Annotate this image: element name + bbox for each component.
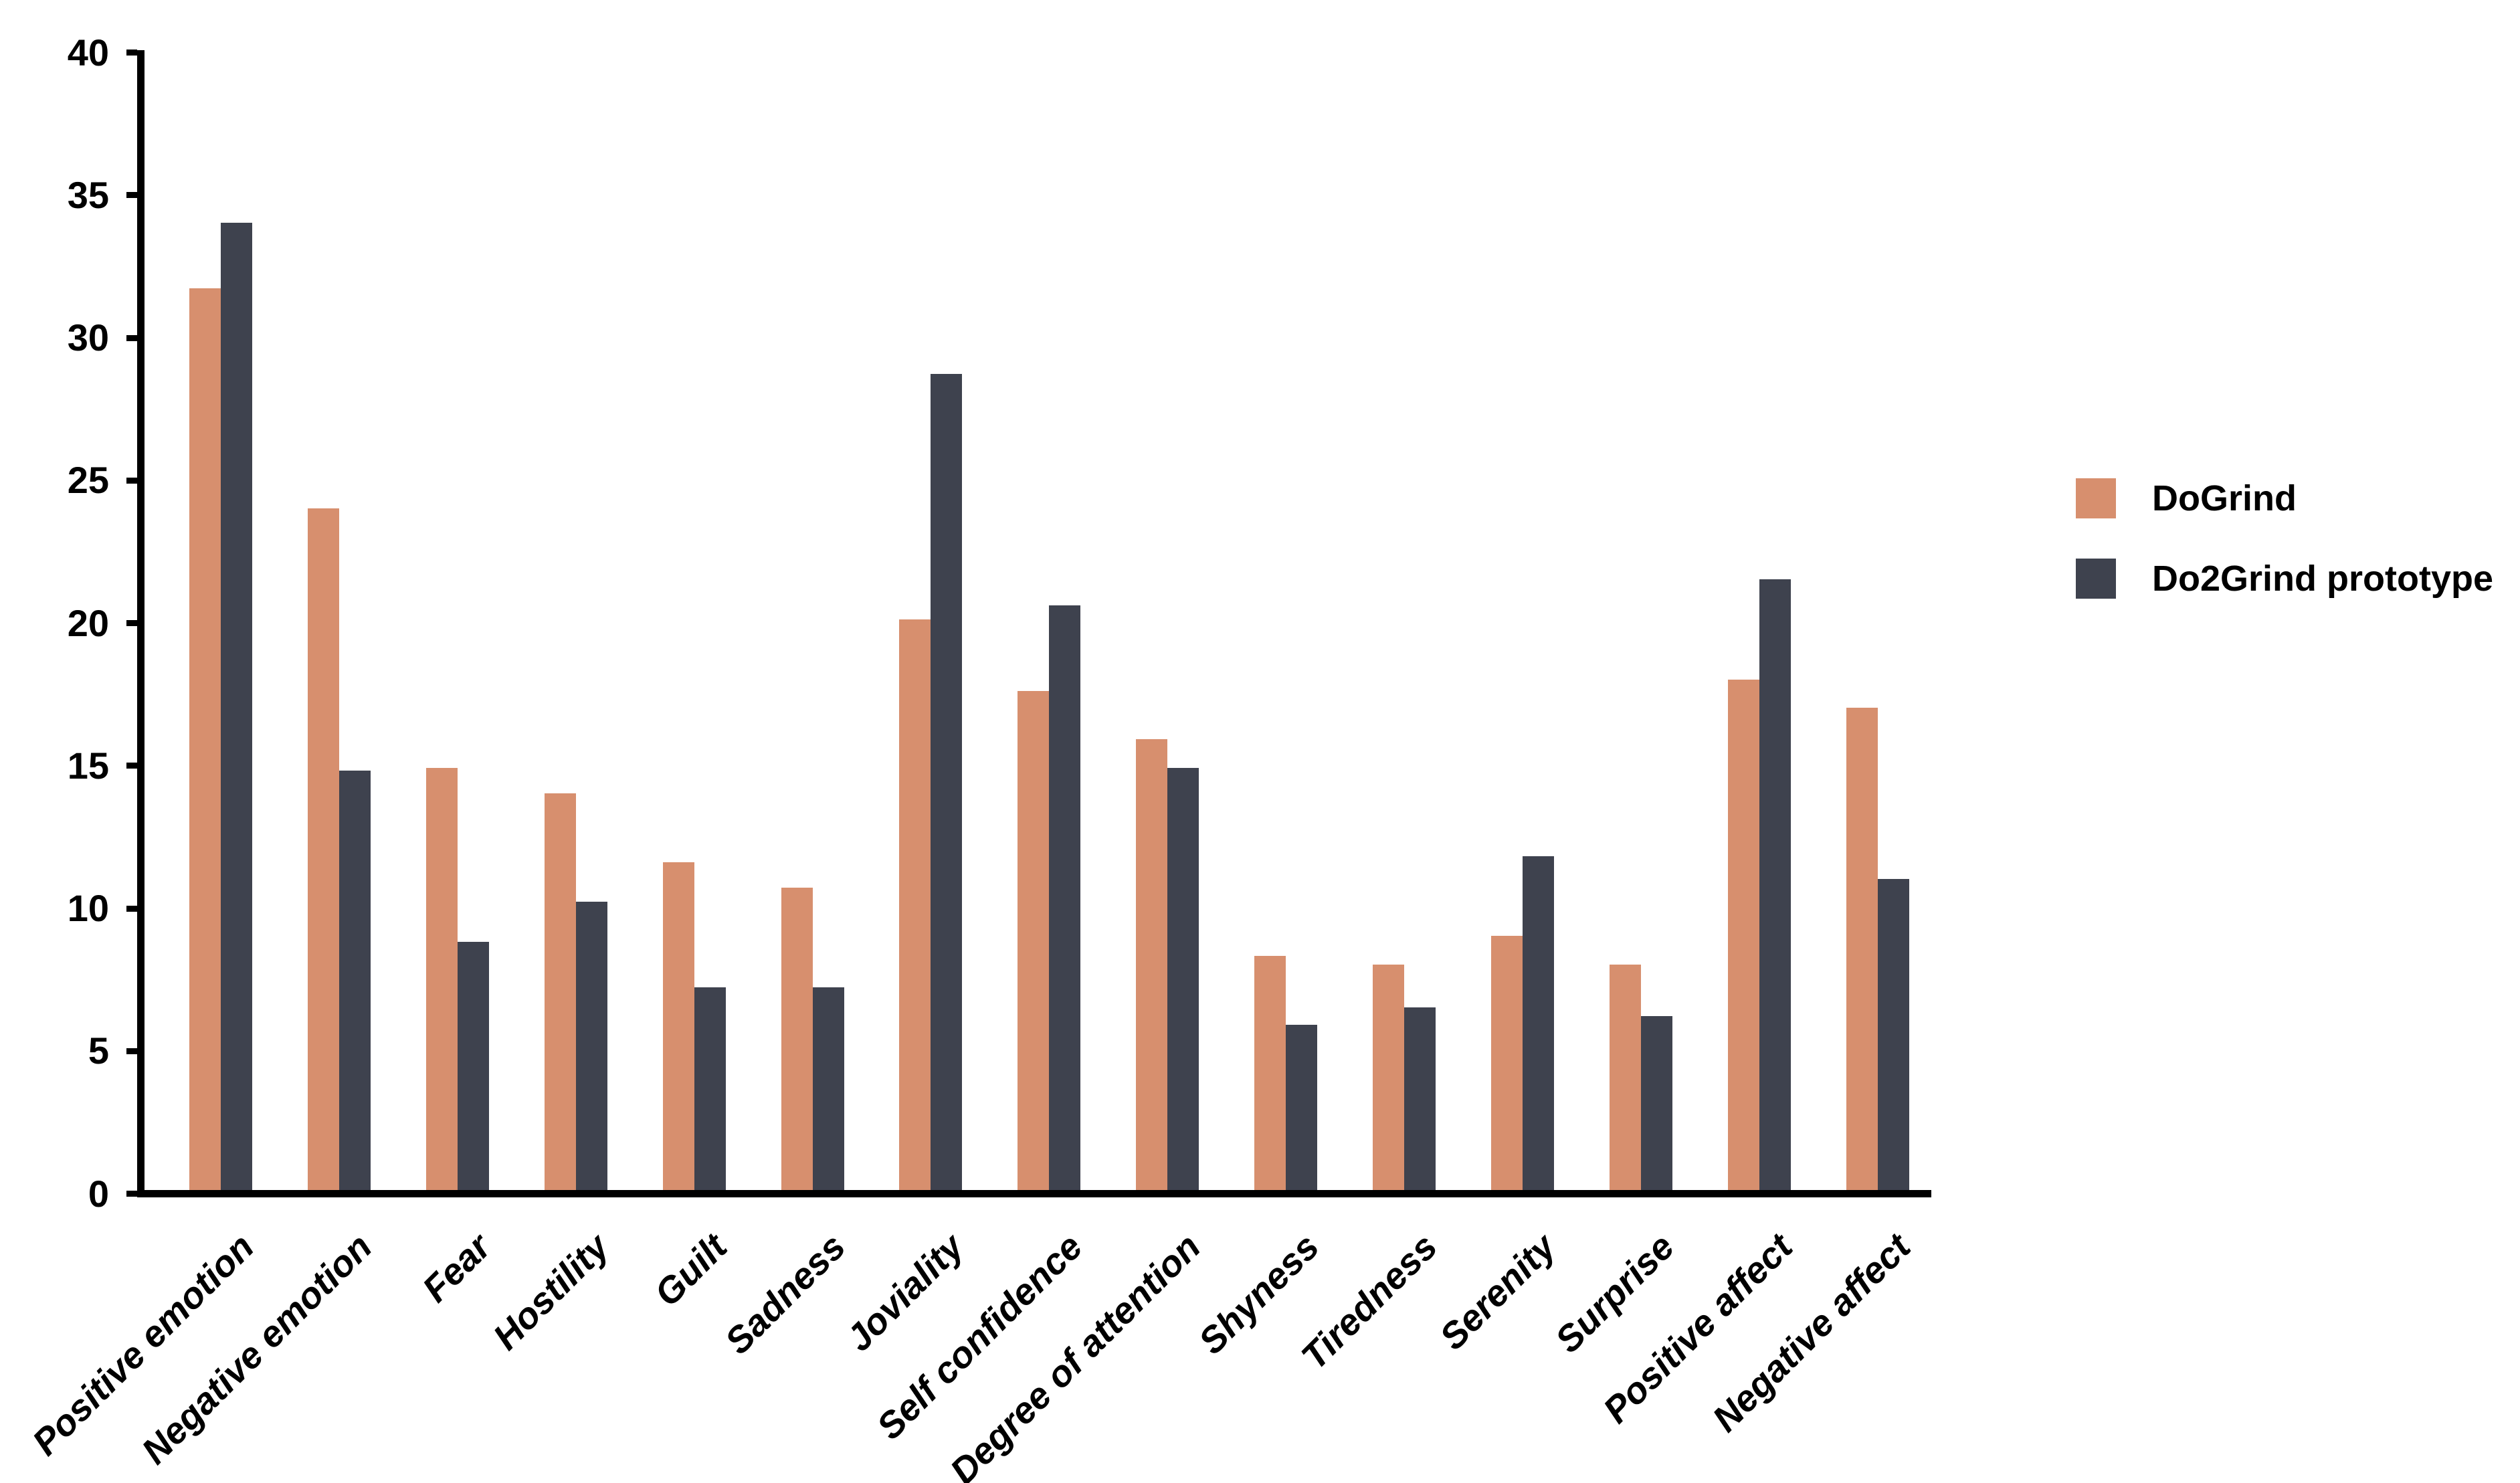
y-tick-mark-35 — [126, 192, 137, 199]
x-axis-label-hostility: Hostility — [484, 1225, 617, 1358]
bar-dogrind-surprise — [1609, 965, 1641, 1190]
legend-item-do2grind-prototype: Do2Grind prototype — [2076, 559, 2493, 599]
legend-swatch-dogrind — [2076, 478, 2116, 518]
bar-dogrind-guilt — [662, 862, 694, 1190]
y-tick-label-15: 15 — [67, 744, 109, 787]
y-tick-mark-10 — [126, 905, 137, 912]
y-tick-label-5: 5 — [88, 1029, 109, 1072]
bar-do2grind-surprise — [1640, 1015, 1672, 1190]
bar-dogrind-self-confidence — [1017, 690, 1050, 1190]
bar-dogrind-fear — [425, 767, 458, 1190]
bar-do2grind-joviality — [931, 374, 963, 1190]
bar-do2grind-negative-emotion — [338, 771, 371, 1190]
x-axis-label-sadness: Sadness — [716, 1225, 854, 1363]
y-tick-label-40: 40 — [67, 31, 109, 74]
bar-dogrind-degree-of-attention — [1136, 739, 1168, 1190]
bar-dogrind-positive-emotion — [189, 288, 221, 1190]
bar-do2grind-shyness — [1286, 1024, 1318, 1190]
x-axis-label-fear: Fear — [413, 1225, 498, 1310]
bar-do2grind-sadness — [812, 987, 844, 1190]
legend-item-dogrind: DoGrind — [2076, 478, 2477, 518]
bar-dogrind-negative-affect — [1846, 708, 1878, 1190]
y-tick-label-25: 25 — [67, 459, 109, 502]
bar-do2grind-positive-emotion — [221, 223, 252, 1190]
bar-do2grind-negative-affect — [1877, 879, 1909, 1190]
y-tick-mark-30 — [126, 334, 137, 341]
bar-do2grind-guilt — [694, 987, 726, 1190]
y-tick-label-20: 20 — [67, 601, 109, 644]
bar-dogrind-negative-emotion — [307, 508, 339, 1190]
bar-dogrind-joviality — [899, 619, 931, 1190]
y-tick-mark-5 — [126, 1048, 137, 1054]
y-axis-line — [137, 50, 144, 1197]
x-axis-label-self-confidence: Self confidence — [868, 1225, 1090, 1448]
y-tick-label-30: 30 — [67, 316, 109, 359]
legend-swatch-do2grind-prototype — [2076, 559, 2116, 599]
bar-dogrind-hostility — [544, 793, 576, 1190]
bar-do2grind-hostility — [575, 902, 607, 1190]
y-tick-mark-25 — [126, 477, 137, 484]
bar-dogrind-sadness — [781, 887, 813, 1190]
bar-do2grind-tiredness — [1404, 1007, 1436, 1190]
bar-do2grind-self-confidence — [1049, 605, 1081, 1190]
x-axis-label-guilt: Guilt — [646, 1225, 735, 1314]
y-tick-mark-20 — [126, 620, 137, 626]
x-axis-label-serenity: Serenity — [1431, 1225, 1564, 1358]
y-tick-label-35: 35 — [67, 173, 109, 216]
y-tick-mark-0 — [126, 1191, 137, 1197]
bar-do2grind-fear — [457, 941, 489, 1190]
y-tick-mark-40 — [126, 50, 137, 56]
bar-do2grind-positive-affect — [1759, 579, 1791, 1190]
x-axis-label-negative-affect: Negative affect — [1704, 1225, 1919, 1440]
x-axis-label-negative-emotion: Negative emotion — [134, 1225, 381, 1472]
x-axis-label-positive-emotion: Positive emotion — [24, 1225, 262, 1464]
y-tick-label-10: 10 — [67, 887, 109, 929]
y-tick-label-0: 0 — [88, 1172, 109, 1215]
bar-dogrind-shyness — [1254, 956, 1286, 1190]
legend-label-do2grind-prototype: Do2Grind prototype — [2152, 559, 2493, 599]
bar-do2grind-serenity — [1522, 856, 1554, 1190]
y-tick-mark-15 — [126, 763, 137, 769]
bar-dogrind-serenity — [1490, 936, 1523, 1190]
x-axis-line — [137, 1190, 1931, 1197]
legend-label-dogrind: DoGrind — [2152, 478, 2297, 518]
bar-do2grind-degree-of-attention — [1167, 767, 1199, 1190]
bar-dogrind-positive-affect — [1727, 679, 1759, 1190]
bar-dogrind-tiredness — [1373, 965, 1404, 1190]
